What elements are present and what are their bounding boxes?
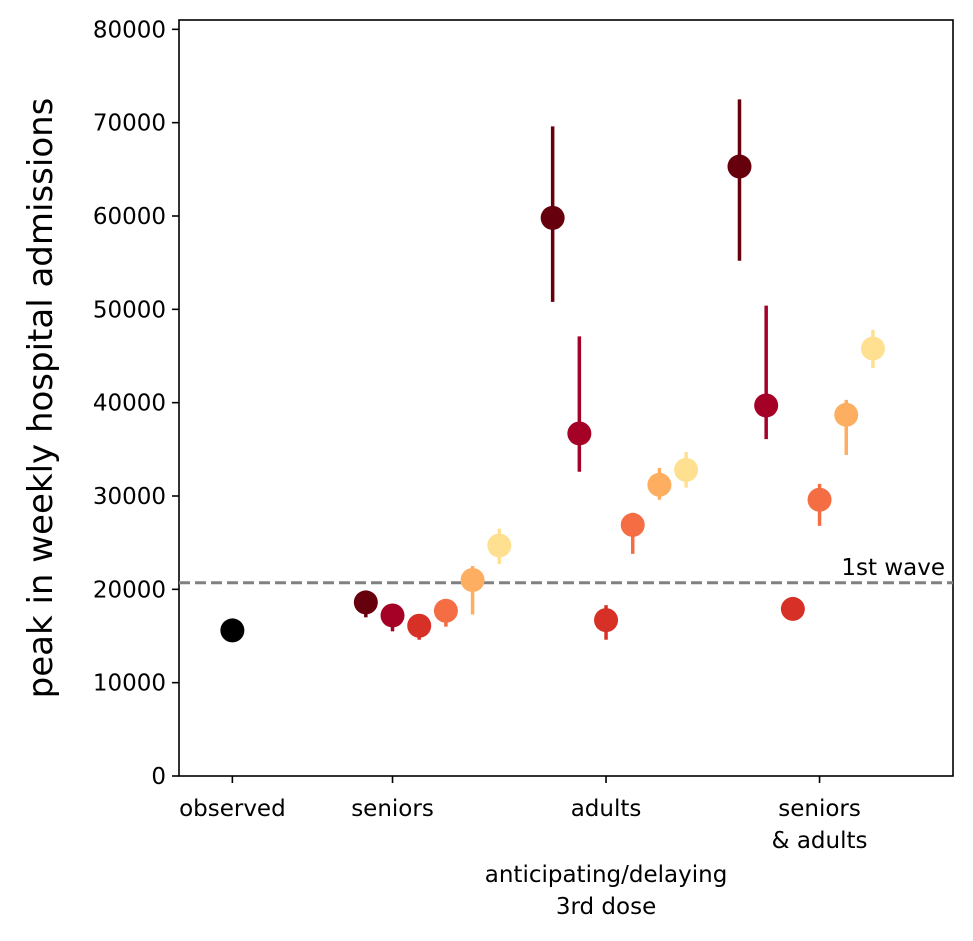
- data-point: [220, 618, 245, 643]
- data-point: [780, 596, 805, 621]
- data-point: [353, 590, 378, 618]
- point-marker: [380, 603, 405, 628]
- point-marker: [353, 590, 378, 615]
- y-tick-label: 10000: [93, 671, 166, 697]
- y-tick-label: 0: [151, 764, 166, 790]
- point-marker: [433, 598, 458, 623]
- x-axis-label: 3rd dose: [556, 894, 656, 920]
- point-marker: [220, 618, 245, 643]
- x-tick-label: adults: [571, 796, 642, 822]
- y-tick-label: 60000: [93, 204, 166, 230]
- point-marker: [407, 613, 432, 638]
- data-point: [407, 613, 432, 640]
- y-tick-label: 20000: [93, 577, 166, 603]
- data-point: [460, 566, 485, 615]
- data-point: [834, 399, 859, 455]
- data-point: [433, 598, 458, 627]
- data-point: [620, 512, 645, 554]
- data-point: [754, 305, 779, 440]
- point-marker: [727, 154, 752, 179]
- point-marker: [754, 393, 779, 418]
- data-point: [487, 528, 512, 565]
- y-tick-label: 40000: [93, 391, 166, 417]
- point-marker: [487, 533, 512, 558]
- data-point: [380, 603, 405, 632]
- x-tick-label: seniors: [778, 796, 861, 822]
- point-marker: [540, 205, 565, 230]
- point-marker: [647, 472, 672, 497]
- marks-layer: [220, 99, 885, 643]
- data-point: [807, 483, 832, 526]
- point-marker: [460, 568, 485, 592]
- point-marker: [860, 336, 885, 361]
- y-tick-label: 80000: [93, 17, 166, 43]
- point-marker: [807, 487, 832, 512]
- point-marker: [674, 457, 699, 482]
- data-point: [567, 336, 592, 472]
- data-point: [594, 605, 619, 640]
- y-axis-label: peak in weekly hospital admissions: [21, 98, 61, 699]
- first-wave-label: 1st wave: [841, 555, 945, 581]
- x-tick-label: & adults: [772, 828, 868, 854]
- reference-line-layer: 1st wave: [179, 555, 953, 585]
- x-tick-label: observed: [179, 796, 286, 822]
- data-point: [860, 329, 885, 369]
- y-tick-label: 30000: [93, 484, 166, 510]
- plot-frame: [178, 19, 954, 777]
- y-tick-label: 50000: [93, 297, 166, 323]
- data-point: [727, 99, 752, 261]
- x-axis-label: anticipating/delaying: [485, 862, 728, 888]
- x-tick-label: seniors: [351, 796, 434, 822]
- data-point: [674, 452, 699, 488]
- data-point: [647, 468, 672, 500]
- axes-layer: 0 10000 20000 30000 40000 50000 60000 70000 8000…: [93, 17, 954, 920]
- point-marker: [594, 608, 619, 633]
- point-marker: [834, 402, 859, 427]
- point-marker: [620, 512, 645, 537]
- point-marker: [780, 596, 805, 621]
- data-point: [540, 126, 565, 302]
- y-tick-label: 70000: [93, 111, 166, 137]
- point-marker: [567, 421, 592, 446]
